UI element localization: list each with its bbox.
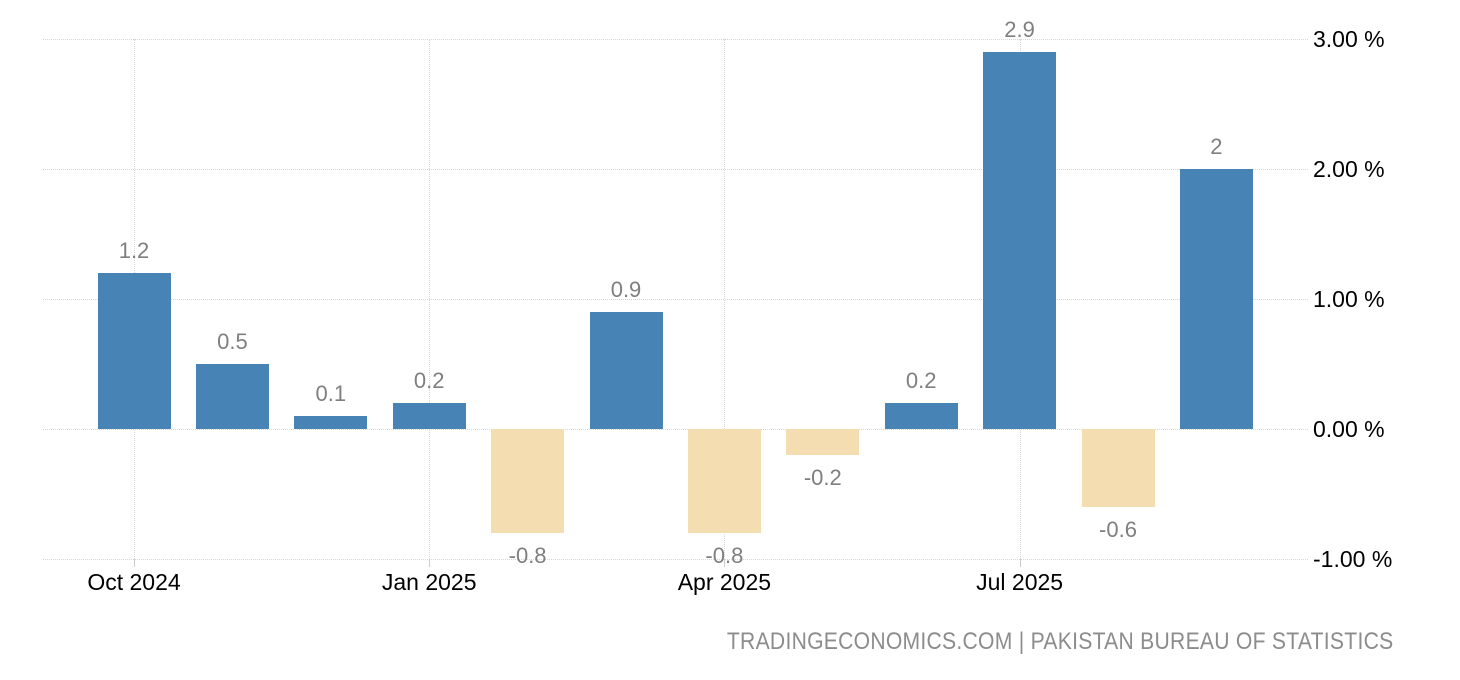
y-axis-label: -1.00 % [1313,546,1393,572]
attribution-text: TRADINGECONOMICS.COM | PAKISTAN BUREAU O… [726,628,1393,655]
y-axis-label: 0.00 % [1313,416,1385,442]
x-axis-tick [1019,559,1021,567]
bar[interactable] [786,429,860,455]
bar-value-label: -0.8 [508,543,547,568]
bar-value-label: 0.2 [413,368,445,393]
x-axis-label: Jul 2025 [976,569,1064,595]
bar-value-label: -0.8 [705,543,744,568]
bar[interactable] [97,273,171,429]
y-gridline [43,559,1308,560]
y-axis-label: 1.00 % [1313,286,1385,312]
bar[interactable] [983,52,1057,429]
bar[interactable] [195,364,269,429]
x-gridline [429,39,431,559]
x-axis-tick [724,559,726,567]
bar[interactable] [294,416,368,429]
bar[interactable] [884,403,958,429]
bar-value-label: -0.2 [803,465,842,490]
bar-value-label: 2 [1210,134,1223,159]
x-axis-label: Apr 2025 [677,569,772,595]
y-gridline [43,299,1308,300]
y-gridline [43,169,1308,170]
y-axis-label: 2.00 % [1313,156,1385,182]
bar-value-label: 2.9 [1004,17,1035,42]
bar-value-label: 0.5 [217,329,248,354]
bar-value-label: 0.9 [610,277,642,302]
bar[interactable] [1081,429,1155,507]
y-axis-label: 3.00 % [1313,26,1385,52]
bar[interactable] [392,403,466,429]
y-gridline [43,39,1308,40]
x-axis-tick [429,559,431,567]
bar-value-label: 1.2 [118,238,150,263]
bar-value-label: -0.6 [1099,517,1137,542]
bar-value-label: 0.1 [315,381,347,406]
x-axis-label: Oct 2024 [87,569,181,595]
x-axis-tick [134,559,135,567]
bar-value-label: 0.2 [905,368,937,393]
bar[interactable] [491,429,565,533]
bar[interactable] [687,429,761,533]
x-axis-label: Jan 2025 [381,569,477,595]
bar[interactable] [589,312,663,429]
bar[interactable] [1179,169,1253,429]
y-gridline [43,429,1308,430]
x-gridline [724,39,726,559]
